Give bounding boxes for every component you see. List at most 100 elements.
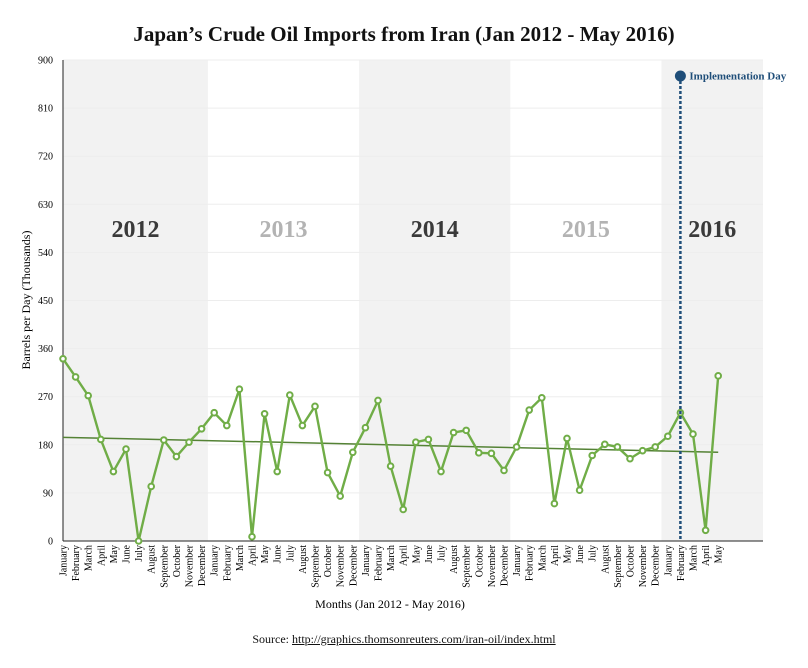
data-point bbox=[59, 354, 67, 363]
data-point bbox=[550, 499, 559, 508]
data-point bbox=[210, 408, 218, 417]
x-tick-label: September bbox=[311, 544, 322, 587]
source-line: Source: http://graphics.thomsonreuters.c… bbox=[0, 632, 808, 647]
data-point bbox=[613, 443, 622, 451]
x-tick-label: January bbox=[663, 545, 674, 576]
year-labels: 2012 2013 2014 2015 2016 bbox=[111, 217, 736, 243]
data-point bbox=[525, 406, 534, 414]
y-tick-label: 0 bbox=[48, 537, 53, 548]
data-point bbox=[626, 454, 634, 463]
data-point bbox=[449, 428, 458, 437]
x-tick-label: September bbox=[462, 544, 473, 587]
x-tick-label: August bbox=[298, 545, 309, 574]
data-point bbox=[399, 505, 408, 514]
data-point bbox=[424, 435, 433, 444]
data-point bbox=[273, 467, 282, 476]
data-point bbox=[500, 466, 508, 475]
x-tick-label: May bbox=[714, 545, 725, 563]
y-tick-label: 810 bbox=[38, 104, 53, 115]
x-axis-label: Months (Jan 2012 - May 2016) bbox=[315, 597, 465, 611]
data-point bbox=[386, 462, 395, 470]
year-label-2015: 2015 bbox=[562, 217, 610, 243]
x-tick-label: September bbox=[159, 544, 170, 587]
data-point bbox=[563, 434, 571, 443]
data-point bbox=[689, 430, 697, 438]
data-point bbox=[185, 438, 193, 446]
source-link[interactable]: http://graphics.thomsonreuters.com/iran-… bbox=[292, 632, 556, 646]
data-point bbox=[172, 452, 181, 461]
data-point bbox=[336, 492, 345, 500]
x-tick-label: November bbox=[336, 544, 347, 587]
y-tick-label: 270 bbox=[38, 392, 53, 403]
data-point bbox=[714, 372, 723, 380]
x-tick-label: January bbox=[59, 545, 70, 576]
data-point bbox=[109, 467, 118, 476]
data-point bbox=[298, 421, 307, 430]
x-tick-label: February bbox=[525, 545, 536, 581]
data-point bbox=[701, 526, 710, 535]
data-point bbox=[223, 421, 231, 430]
x-tick-label: July bbox=[437, 545, 448, 562]
x-tick-label: October bbox=[626, 544, 637, 577]
x-tick-label: June bbox=[273, 544, 284, 563]
x-tick-label: March bbox=[235, 545, 246, 571]
x-tick-label: March bbox=[84, 545, 95, 571]
data-point bbox=[71, 373, 80, 381]
x-tick-label: December bbox=[500, 544, 511, 586]
data-point bbox=[437, 467, 445, 476]
x-tick-label: November bbox=[638, 544, 649, 587]
x-tick-label: June bbox=[424, 544, 435, 563]
data-point bbox=[601, 440, 609, 449]
data-point bbox=[84, 391, 92, 400]
data-point bbox=[487, 449, 496, 458]
x-tick-label: December bbox=[348, 544, 359, 586]
year-label-2013: 2013 bbox=[260, 217, 308, 243]
data-point bbox=[538, 393, 546, 402]
x-tick-label: May bbox=[260, 545, 271, 563]
x-tick-label: January bbox=[512, 545, 523, 576]
y-tick-label: 540 bbox=[38, 248, 53, 259]
y-tick-label: 360 bbox=[38, 344, 53, 355]
x-tick-label: October bbox=[474, 544, 485, 577]
data-point bbox=[286, 391, 294, 399]
x-tick-label: March bbox=[386, 545, 397, 571]
x-tick-label: December bbox=[197, 544, 208, 586]
data-point bbox=[235, 385, 244, 394]
annotation-group: Implementation Day bbox=[674, 70, 787, 541]
x-tick-label: May bbox=[563, 545, 574, 563]
x-tick-label: August bbox=[600, 545, 611, 574]
data-point bbox=[361, 423, 370, 432]
year-label-2014: 2014 bbox=[411, 217, 459, 243]
y-tick-label: 630 bbox=[38, 200, 53, 211]
trend-line bbox=[62, 436, 719, 454]
x-tick-label: October bbox=[323, 544, 334, 577]
x-tick-label: January bbox=[210, 545, 221, 576]
x-tick-label: May bbox=[411, 545, 422, 563]
x-tick-label: June bbox=[575, 544, 586, 563]
x-tick-label: November bbox=[185, 544, 196, 587]
x-tick-label: January bbox=[361, 545, 372, 576]
x-tick-label: April bbox=[399, 545, 410, 566]
x-tick-label: February bbox=[676, 545, 687, 581]
data-point bbox=[462, 426, 471, 435]
x-tick-label: October bbox=[172, 544, 183, 577]
y-axis-label: Barrels per Day (Thousands) bbox=[19, 231, 33, 370]
data-point bbox=[638, 446, 647, 455]
x-tick-label: March bbox=[689, 545, 700, 571]
data-point bbox=[374, 396, 382, 405]
x-tick-label: April bbox=[550, 545, 561, 566]
data-point bbox=[588, 451, 597, 460]
x-tick-label: August bbox=[147, 545, 158, 574]
y-tick-label: 900 bbox=[38, 56, 53, 67]
data-point bbox=[323, 468, 332, 477]
x-tick-label: July bbox=[134, 545, 145, 562]
series-group bbox=[59, 354, 723, 545]
data-point bbox=[311, 402, 319, 411]
data-point bbox=[349, 448, 357, 457]
x-tick-label: August bbox=[449, 545, 460, 574]
data-point bbox=[512, 443, 521, 451]
data-point bbox=[575, 486, 584, 495]
x-tick-label: June bbox=[122, 544, 133, 563]
x-tick-label: July bbox=[285, 545, 296, 562]
